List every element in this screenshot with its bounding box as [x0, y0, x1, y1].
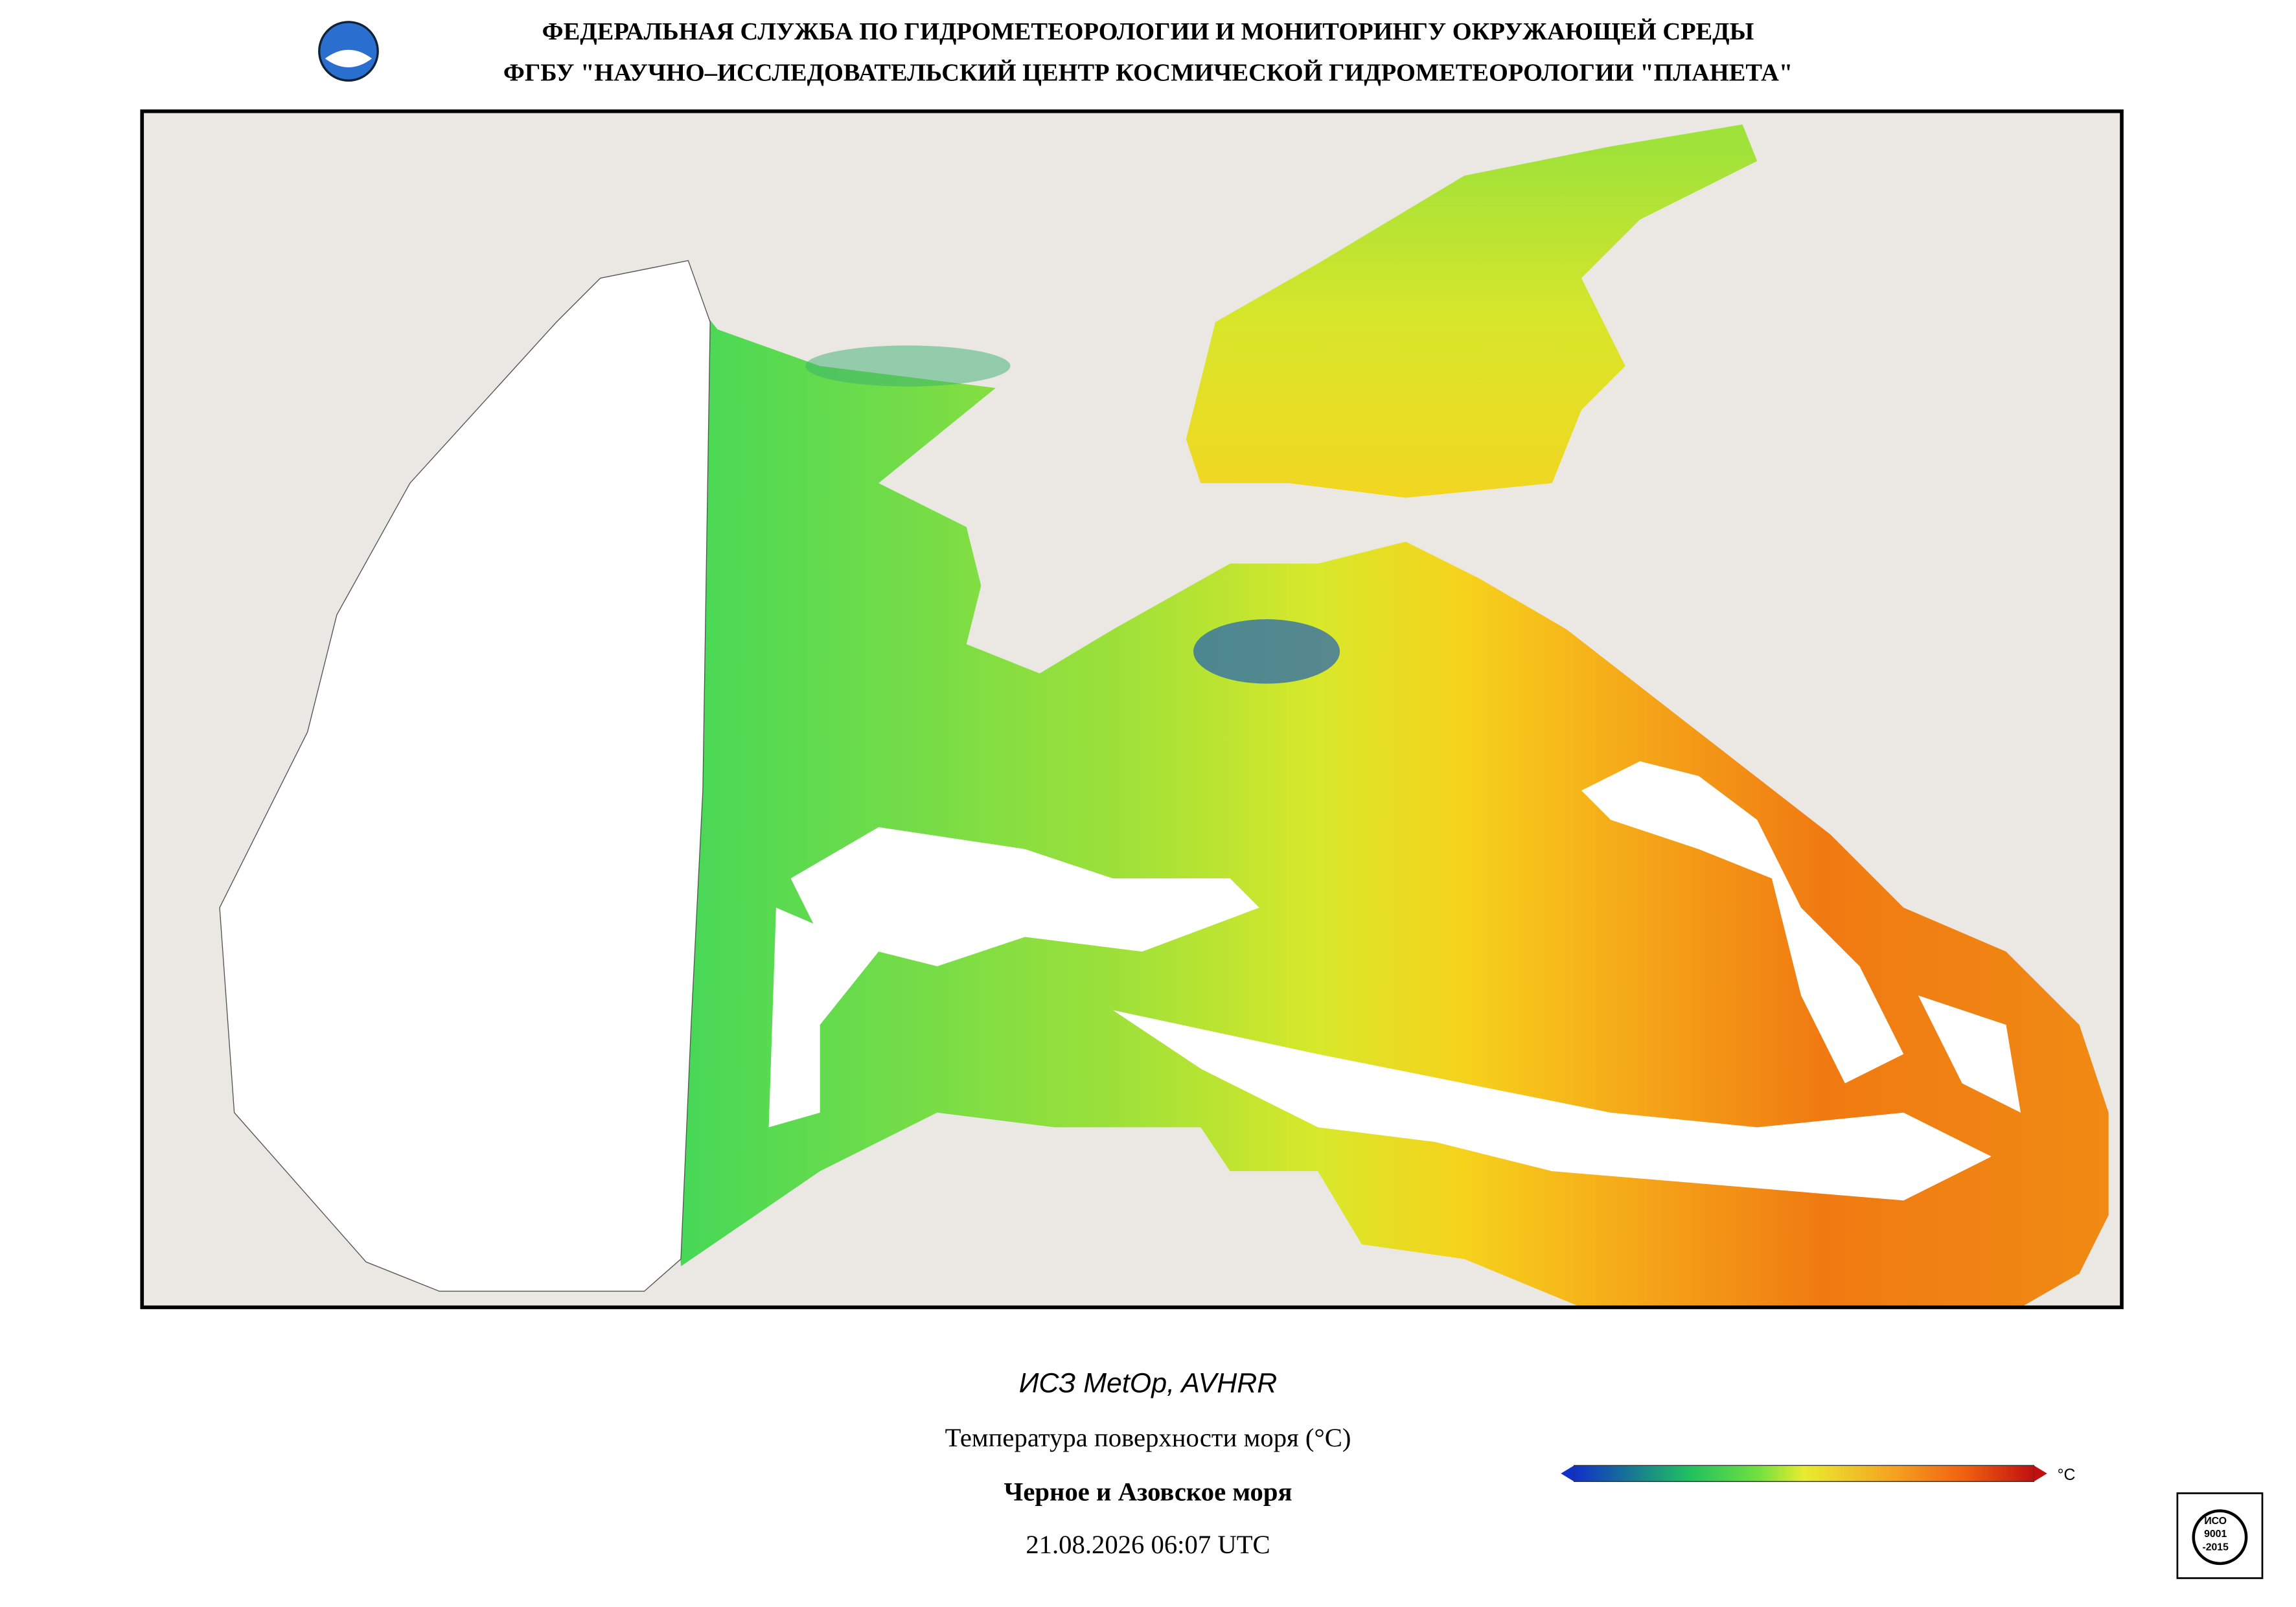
iso-text: -2015 [2202, 1542, 2229, 1553]
colorbar-unit: °C [2058, 1466, 2076, 1484]
header-line: ФЕДЕРАЛЬНАЯ СЛУЖБА ПО ГИДРОМЕТЕОРОЛОГИИ … [542, 18, 1754, 45]
colorbar-arrow [1561, 1465, 1574, 1482]
iso-text: 9001 [2204, 1529, 2227, 1540]
product: Температура поверхности моря (°C) [945, 1423, 1351, 1452]
header-line: ФГБУ "НАУЧНО–ИССЛЕДОВАТЕЛЬСКИЙ ЦЕНТР КОС… [503, 59, 1793, 86]
cloud [768, 907, 879, 1128]
iso-text: ИСО [2204, 1516, 2227, 1527]
cold-patch [805, 345, 1011, 387]
map-area [142, 111, 2122, 1308]
header: ФЕДЕРАЛЬНАЯ СЛУЖБА ПО ГИДРОМЕТЕОРОЛОГИИ … [318, 18, 1793, 86]
colorbar-ramp [1574, 1465, 2035, 1482]
clouds [768, 761, 2021, 1201]
iso-logo: ИСО 9001 -2015 [2176, 1492, 2264, 1579]
cloud [1581, 761, 1904, 1084]
no-data-region [219, 260, 711, 1292]
satellite: ИСЗ MetOp, AVHRR [1019, 1367, 1278, 1398]
cloud [790, 827, 1259, 966]
map-frame [140, 109, 2124, 1310]
black-sea-sst [666, 293, 2109, 1308]
iso-ring [2192, 1509, 2248, 1566]
cloud [1112, 1010, 1992, 1201]
logo-wave [325, 49, 373, 67]
colorbar: °C [1561, 1465, 2076, 1484]
region: Черное и Азовское моря [1004, 1477, 1292, 1507]
colorbar-arrow [2034, 1465, 2047, 1482]
cloud [1918, 995, 2021, 1113]
cold-patch [1193, 619, 1340, 684]
datetime: 21.08.2026 06:07 UTC [1026, 1530, 1270, 1559]
azov-sea-sst [1186, 124, 1758, 498]
